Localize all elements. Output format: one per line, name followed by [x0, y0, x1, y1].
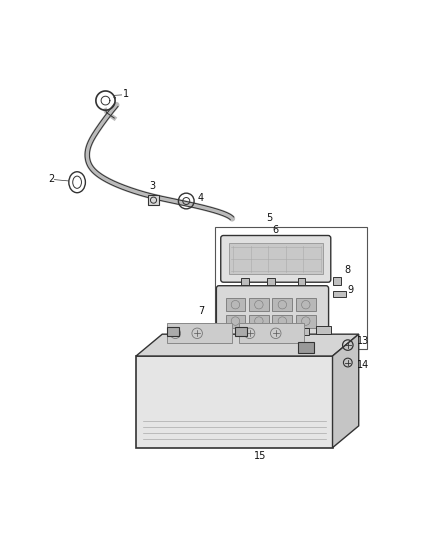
Bar — [297, 278, 305, 286]
Text: 4: 4 — [197, 192, 203, 203]
Ellipse shape — [73, 176, 81, 188]
Text: 10: 10 — [293, 338, 306, 349]
Polygon shape — [332, 334, 359, 448]
Bar — [229, 244, 323, 274]
Bar — [294, 328, 309, 335]
Text: 7: 7 — [198, 306, 205, 316]
Bar — [235, 327, 247, 336]
Polygon shape — [136, 334, 359, 356]
Bar — [332, 277, 341, 285]
Text: 5: 5 — [266, 214, 272, 223]
Text: 14: 14 — [357, 360, 369, 370]
Bar — [296, 298, 316, 311]
Bar — [148, 195, 159, 205]
Bar — [249, 314, 269, 328]
Text: 1: 1 — [123, 89, 129, 99]
Ellipse shape — [69, 172, 85, 193]
Text: 6: 6 — [273, 225, 279, 235]
Bar — [136, 356, 332, 448]
Bar — [316, 326, 331, 334]
Text: 12: 12 — [298, 327, 311, 337]
Bar — [239, 323, 304, 343]
Bar — [272, 298, 293, 311]
Text: 2: 2 — [49, 174, 55, 184]
Bar — [297, 342, 314, 353]
Text: 3: 3 — [149, 181, 155, 191]
FancyBboxPatch shape — [221, 236, 331, 282]
Bar — [166, 323, 232, 343]
Bar — [215, 227, 367, 350]
Text: 8: 8 — [345, 264, 351, 274]
FancyBboxPatch shape — [216, 286, 328, 337]
Bar — [272, 314, 293, 328]
Bar — [249, 298, 269, 311]
Bar — [332, 290, 346, 297]
Text: 15: 15 — [254, 450, 267, 461]
Bar — [241, 278, 249, 286]
Bar — [167, 327, 179, 336]
Bar — [226, 298, 245, 311]
Bar — [296, 314, 316, 328]
Bar — [226, 314, 245, 328]
Text: 11: 11 — [322, 337, 334, 347]
Text: 13: 13 — [357, 336, 369, 346]
Text: 9: 9 — [347, 285, 353, 295]
Bar — [267, 278, 275, 286]
